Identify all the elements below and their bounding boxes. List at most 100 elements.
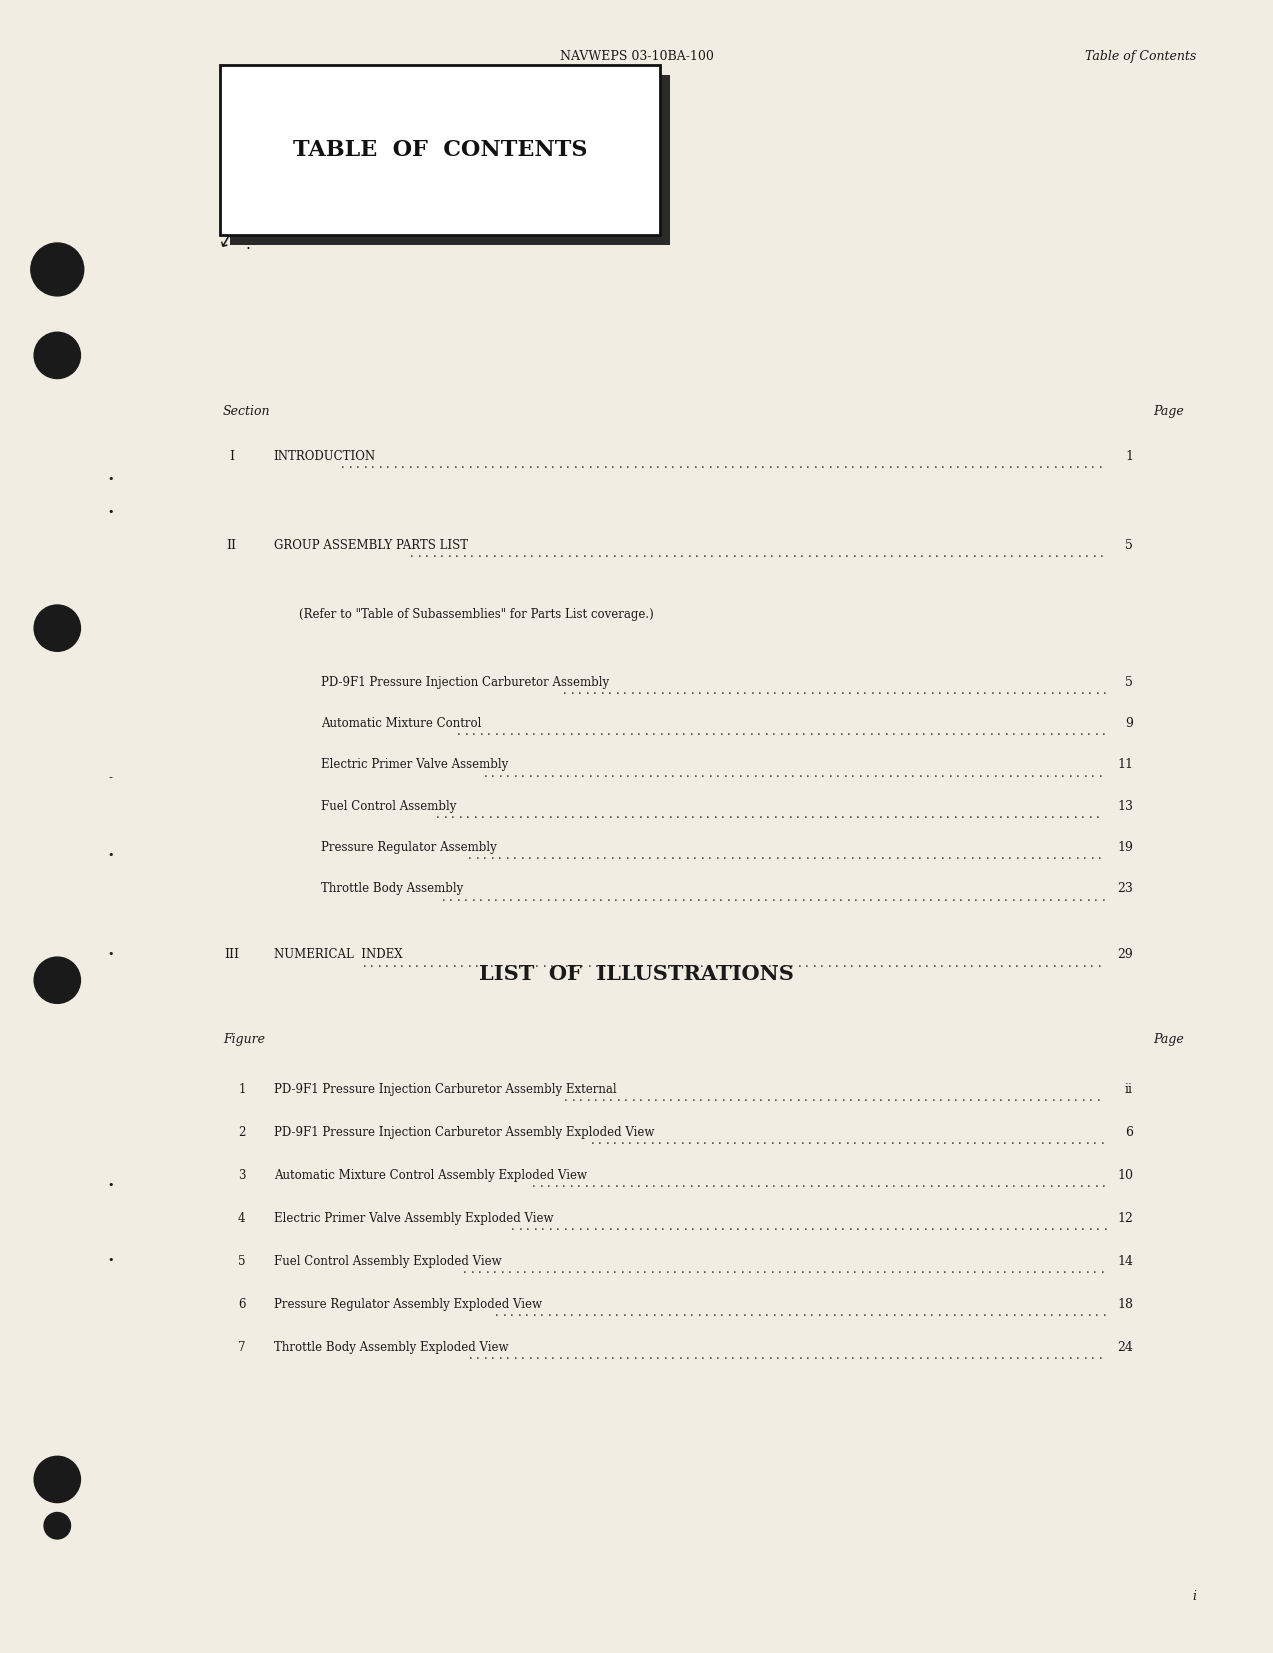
- Text: 1: 1: [238, 1083, 246, 1096]
- Text: .: .: [1048, 547, 1051, 560]
- Text: .: .: [565, 957, 569, 970]
- Text: .: .: [817, 726, 821, 739]
- Text: .: .: [1015, 957, 1018, 970]
- Text: .: .: [516, 547, 519, 560]
- Text: .: .: [691, 1220, 695, 1233]
- Text: .: .: [640, 850, 644, 863]
- Text: .: .: [689, 891, 693, 904]
- Text: .: .: [1001, 850, 1004, 863]
- Text: .: .: [1053, 850, 1057, 863]
- Text: .: .: [476, 458, 480, 471]
- Text: .: .: [759, 808, 763, 822]
- Text: .: .: [877, 1177, 881, 1190]
- Text: .: .: [1039, 458, 1043, 471]
- Text: .: .: [614, 891, 617, 904]
- Text: .: .: [1066, 1220, 1069, 1233]
- Text: .: .: [588, 850, 592, 863]
- Text: .: .: [864, 1091, 868, 1104]
- Text: .: .: [592, 726, 596, 739]
- Text: .: .: [574, 1349, 577, 1362]
- Text: .: .: [990, 684, 994, 698]
- Text: .: .: [603, 458, 607, 471]
- Circle shape: [34, 957, 80, 1003]
- Text: .: .: [378, 957, 381, 970]
- Text: .: .: [854, 726, 858, 739]
- Text: .: .: [883, 1134, 887, 1147]
- Text: .: .: [1007, 957, 1011, 970]
- Text: .: .: [892, 726, 896, 739]
- Text: .: .: [1013, 1091, 1017, 1104]
- Text: .: .: [948, 850, 952, 863]
- Text: .: .: [929, 891, 933, 904]
- Text: .: .: [904, 767, 908, 780]
- Text: .: .: [787, 1177, 791, 1190]
- Text: .: .: [596, 1349, 600, 1362]
- Text: .: .: [984, 1220, 987, 1233]
- Circle shape: [34, 332, 80, 379]
- Text: .: .: [626, 458, 630, 471]
- Text: .: .: [479, 891, 482, 904]
- Text: .: .: [775, 850, 779, 863]
- Text: .: .: [808, 1263, 812, 1276]
- Text: .: .: [979, 1349, 983, 1362]
- Circle shape: [31, 243, 84, 296]
- Text: .: .: [709, 458, 713, 471]
- Text: 11: 11: [1116, 759, 1133, 772]
- Text: .: .: [821, 458, 825, 471]
- Text: 5: 5: [1125, 539, 1133, 552]
- Text: .: .: [547, 1177, 551, 1190]
- Text: .: .: [536, 458, 540, 471]
- Text: .: .: [885, 1306, 889, 1319]
- Text: .: .: [987, 767, 990, 780]
- Text: .: .: [701, 1349, 705, 1362]
- Text: .: .: [918, 850, 922, 863]
- Text: .: .: [738, 767, 742, 780]
- Text: .: .: [666, 547, 668, 560]
- Text: .: .: [933, 850, 937, 863]
- Text: .: .: [1018, 891, 1022, 904]
- Text: .: .: [787, 726, 791, 739]
- Text: .: .: [612, 547, 616, 560]
- Text: .: .: [822, 547, 826, 560]
- Text: .: .: [661, 808, 665, 822]
- Circle shape: [45, 1512, 70, 1539]
- Text: .: .: [836, 1349, 840, 1362]
- Text: .: .: [341, 458, 345, 471]
- Text: .: .: [484, 458, 488, 471]
- Text: .: .: [572, 808, 575, 822]
- Text: .: .: [1032, 547, 1036, 560]
- Text: .: .: [624, 1220, 628, 1233]
- Text: .: .: [891, 1263, 895, 1276]
- Text: .: .: [1035, 1177, 1039, 1190]
- Text: .: .: [1064, 1177, 1068, 1190]
- Text: .: .: [707, 1220, 709, 1233]
- Text: .: .: [560, 1263, 564, 1276]
- Text: .: .: [873, 767, 877, 780]
- Text: .: .: [521, 1349, 524, 1362]
- Text: .: .: [992, 1091, 995, 1104]
- Text: .: .: [508, 547, 512, 560]
- Text: Page: Page: [1153, 1033, 1184, 1046]
- Text: .: .: [969, 1220, 973, 1233]
- Text: .: .: [574, 767, 578, 780]
- Text: .: .: [724, 767, 728, 780]
- Text: .: .: [885, 1177, 889, 1190]
- Text: .: .: [589, 767, 592, 780]
- Text: .: .: [696, 891, 700, 904]
- Text: .: .: [1055, 1134, 1059, 1147]
- Text: .: .: [941, 1349, 945, 1362]
- Text: .: .: [806, 850, 810, 863]
- Text: .: .: [909, 1220, 913, 1233]
- Text: .: .: [670, 957, 673, 970]
- Text: .: .: [737, 957, 741, 970]
- Text: .: .: [481, 808, 485, 822]
- Text: .: .: [760, 850, 764, 863]
- Text: .: .: [928, 1134, 932, 1147]
- Text: .: .: [624, 1091, 628, 1104]
- Text: .: .: [934, 767, 937, 780]
- Text: .: .: [524, 1306, 528, 1319]
- Text: .: .: [616, 684, 620, 698]
- Text: .: .: [580, 957, 584, 970]
- Text: .: .: [592, 1177, 596, 1190]
- Text: .: .: [863, 808, 867, 822]
